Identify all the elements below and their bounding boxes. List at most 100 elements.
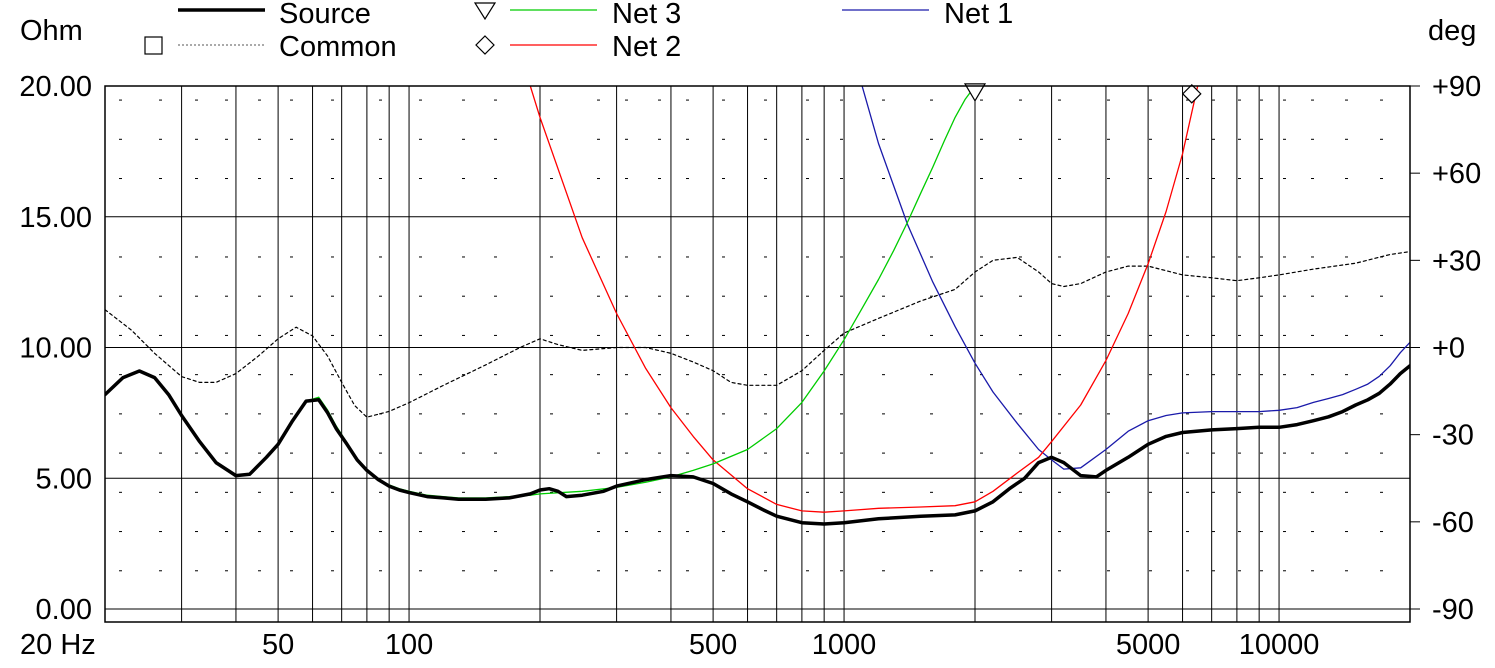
grid-minor-tick	[1311, 491, 1314, 493]
grid-minor-tick	[722, 374, 725, 376]
grid-minor-tick	[258, 413, 261, 415]
grid-minor-tick	[597, 138, 600, 140]
grid-minor-tick	[764, 295, 767, 297]
grid-minor-tick	[625, 295, 628, 297]
grid-minor-tick	[462, 570, 465, 572]
grid-minor-tick	[1149, 491, 1152, 493]
grid-minor-tick	[980, 99, 983, 101]
grid-minor-tick	[1260, 256, 1263, 258]
grid-minor-tick	[764, 334, 767, 336]
grid-minor-tick	[494, 413, 497, 415]
grid-minor-tick	[258, 99, 261, 101]
grid-minor-tick	[1311, 99, 1314, 101]
grid-minor-tick	[1380, 138, 1383, 140]
grid-minor-tick	[686, 531, 689, 533]
grid-minor-tick	[379, 99, 382, 101]
grid-minor-tick	[764, 99, 767, 101]
grid-minor-tick	[1058, 531, 1061, 533]
y2-tick-label: -30	[1432, 420, 1474, 452]
grid-minor-tick	[119, 452, 122, 454]
grid-minor-tick	[1283, 374, 1286, 376]
grid-minor-tick	[1186, 570, 1189, 572]
grid-minor-tick	[625, 413, 628, 415]
grid-minor-tick	[331, 531, 334, 533]
x-tick-label: 10000	[1239, 629, 1320, 661]
grid-minor-tick	[1019, 374, 1022, 376]
grid-minor-tick	[980, 531, 983, 533]
grid-minor-tick	[419, 334, 422, 336]
grid-minor-tick	[494, 374, 497, 376]
grid-minor-tick	[625, 570, 628, 572]
grid-minor-tick	[1058, 452, 1061, 454]
grid-minor-tick	[290, 334, 293, 336]
y2-tick-label: +0	[1432, 333, 1465, 365]
grid-minor-tick	[1283, 178, 1286, 180]
grid-minor-tick	[722, 570, 725, 572]
grid-minor-tick	[1149, 178, 1152, 180]
grid-minor-tick	[419, 531, 422, 533]
grid-minor-tick	[258, 374, 261, 376]
grid-minor-tick	[1019, 570, 1022, 572]
grid-minor-tick	[930, 295, 933, 297]
x-tick-label: 500	[689, 629, 737, 661]
grid-minor-tick	[625, 138, 628, 140]
grid-minor-tick	[462, 178, 465, 180]
grid-minor-tick	[1311, 334, 1314, 336]
grid-minor-tick	[1345, 334, 1348, 336]
y-tick-label: 10.00	[19, 333, 92, 365]
grid-minor-tick	[462, 374, 465, 376]
grid-minor-tick	[980, 256, 983, 258]
grid-minor-tick	[722, 531, 725, 533]
y2-tick-labels: +90 +60 +30 +0 -30 -60 -90	[1410, 71, 1481, 626]
y2-tick-label: +30	[1432, 245, 1481, 277]
grid-minor-tick	[1149, 570, 1152, 572]
grid-minor-tick	[1107, 178, 1110, 180]
grid-minor-tick	[290, 570, 293, 572]
grid-minor-tick	[597, 374, 600, 376]
legend-source-label: Source	[279, 0, 371, 30]
grid-minor-tick	[1238, 491, 1241, 493]
grid-minor-tick	[195, 256, 198, 258]
grid-minor-tick	[494, 334, 497, 336]
grid-minor-tick	[722, 491, 725, 493]
grid-minor-tick	[980, 295, 983, 297]
series-line-net-2	[529, 86, 1199, 513]
grid-minor-tick	[119, 531, 122, 533]
grid-minor-tick	[1212, 295, 1215, 297]
grid-minor-tick	[119, 295, 122, 297]
grid-minor-tick	[1019, 256, 1022, 258]
grid-minor-tick	[980, 452, 983, 454]
grid-minor-tick	[258, 256, 261, 258]
grid-minor-tick	[1212, 452, 1215, 454]
grid-minor-tick	[159, 178, 162, 180]
grid-minor-tick	[159, 295, 162, 297]
grid-minor-tick	[764, 138, 767, 140]
grid-minor-tick	[930, 99, 933, 101]
grid-minor-tick	[882, 452, 885, 454]
grid-minor-tick	[840, 178, 843, 180]
grid-minor-tick	[1212, 334, 1215, 336]
grid-minor-tick	[1107, 256, 1110, 258]
grid-minor-tick	[597, 413, 600, 415]
grid-minor-tick	[379, 256, 382, 258]
grid-minor-tick	[658, 99, 661, 101]
grid-minor-tick	[419, 295, 422, 297]
grid-minor-tick	[722, 138, 725, 140]
grid-minor-tick	[1149, 295, 1152, 297]
grid-minor-tick	[1380, 452, 1383, 454]
grid-minor-tick	[225, 452, 228, 454]
grid-minor-tick	[764, 413, 767, 415]
grid-minor-tick	[1019, 295, 1022, 297]
grid-minor-tick	[550, 295, 553, 297]
grid-minor-tick	[625, 531, 628, 533]
grid-minor-tick	[658, 413, 661, 415]
grid-minor-tick	[722, 295, 725, 297]
y-tick-labels: 0.00 5.00 10.00 15.00 20.00	[19, 71, 92, 626]
grid-minor-tick	[980, 334, 983, 336]
legend-net1-label: Net 1	[944, 0, 1013, 30]
grid-minor-tick	[722, 256, 725, 258]
grid-minor-tick	[625, 256, 628, 258]
grid-minor-tick	[331, 374, 334, 376]
grid-minor-tick	[290, 491, 293, 493]
grid-minor-tick	[722, 413, 725, 415]
